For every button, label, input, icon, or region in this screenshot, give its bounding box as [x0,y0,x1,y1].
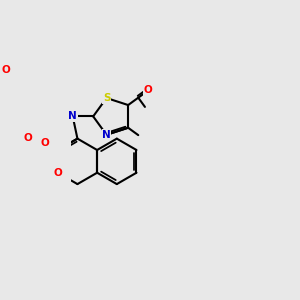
Text: O: O [144,85,153,95]
Text: S: S [103,93,110,103]
Text: O: O [2,64,11,75]
Text: O: O [40,138,49,148]
Text: O: O [23,133,32,142]
Text: N: N [68,111,77,122]
Text: N: N [102,130,111,140]
Text: O: O [53,168,62,178]
